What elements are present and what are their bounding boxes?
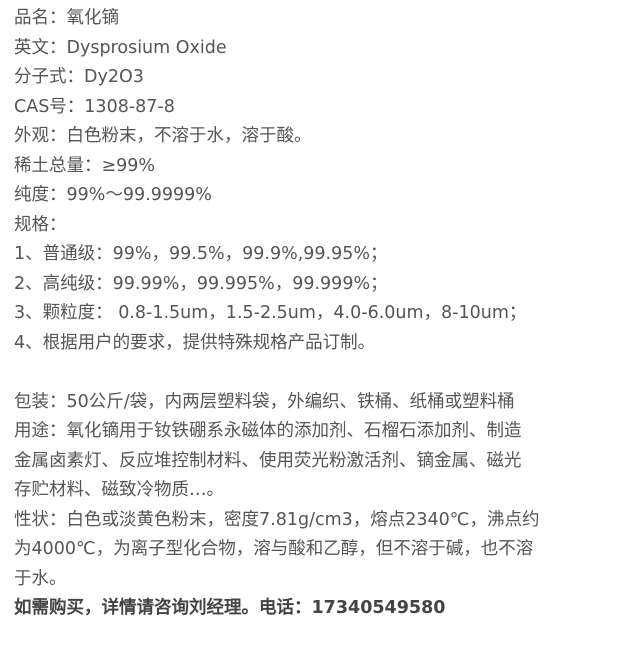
appearance: 外观：白色粉末，不溶于水，溶于酸。 xyxy=(14,126,312,146)
product-description: 品名：氧化镝 英文：Dysprosium Oxide 分子式：Dy2O3 CAS… xyxy=(14,8,634,618)
specifications-heading: 规格： xyxy=(14,214,67,235)
molecular-formula: 分子式：Dy2O3 xyxy=(14,67,144,87)
properties-line: 性状：白色或淡黄色粉末，密度7.81g/cm3，熔点2340℃，沸点约 xyxy=(14,509,540,530)
packaging: 包装：50公斤/袋，内两层塑料袋，外编织、铁桶、纸桶或塑料桶 xyxy=(14,391,515,412)
properties-line: 于水。 xyxy=(14,568,67,589)
spec-item: 2、高纯级：99.99%，99.995%，99.999%； xyxy=(14,273,388,294)
english-name: 英文：Dysprosium Oxide xyxy=(14,37,227,58)
spec-item: 3、颗粒度： 0.8-1.5um，1.5-2.5um，4.0-6.0um，8-1… xyxy=(14,303,527,323)
product-name: 品名：氧化镝 xyxy=(14,8,119,28)
properties-line: 为4000℃，为离子型化合物，溶与酸和乙醇，但不溶于碱，也不溶 xyxy=(14,539,534,559)
usage-line: 金属卤素灯、反应堆控制材料、使用荧光粉激活剂、镝金属、磁光 xyxy=(14,450,522,471)
purity: 纯度：99%～99.9999% xyxy=(14,185,212,205)
contact-info: 如需购买，详情请咨询刘经理。电话：17340549580 xyxy=(14,598,446,618)
spacer xyxy=(14,358,634,388)
total-rare-earth: 稀土总量：≥99% xyxy=(14,155,156,176)
usage-line: 用途：氧化镝用于钕铁硼系永磁体的添加剂、石榴石添加剂、制造 xyxy=(14,421,522,441)
spec-item: 1、普通级：99%，99.5%，99.9%,99.95%； xyxy=(14,244,388,264)
cas-number: CAS号：1308-87-8 xyxy=(14,96,175,117)
usage-line: 存贮材料、磁致冷物质…。 xyxy=(14,480,224,500)
usage: 用途：氧化镝用于钕铁硼系永磁体的添加剂、石榴石添加剂、制造 金属卤素灯、反应堆控… xyxy=(14,417,634,506)
properties: 性状：白色或淡黄色粉末，密度7.81g/cm3，熔点2340℃，沸点约 为400… xyxy=(14,506,634,595)
spec-item: 4、根据用户的要求，提供特殊规格产品订制。 xyxy=(14,332,376,353)
